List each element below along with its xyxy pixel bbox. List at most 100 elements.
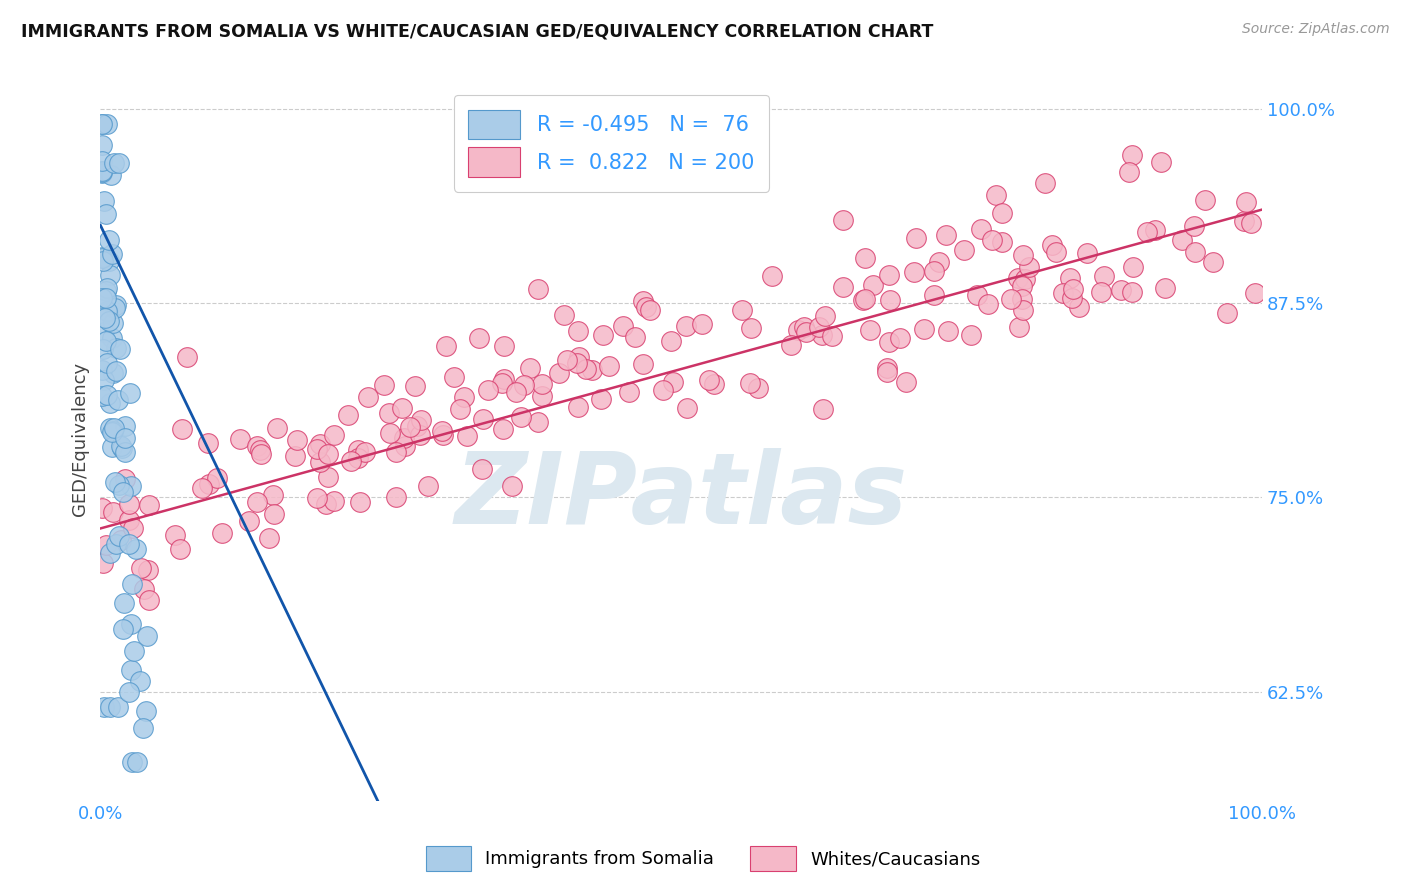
Point	[416, 479, 439, 493]
Point	[198, 477, 221, 491]
Point	[1069, 300, 1091, 314]
Point	[385, 490, 408, 504]
Point	[98, 396, 121, 410]
Point	[238, 514, 260, 528]
Point	[877, 268, 900, 282]
Point	[690, 317, 713, 331]
Point	[135, 629, 157, 643]
Point	[519, 361, 541, 376]
Point	[531, 389, 554, 403]
Point	[138, 498, 160, 512]
Point	[405, 418, 427, 433]
Point	[1008, 320, 1031, 334]
Point	[810, 328, 832, 343]
Point	[103, 505, 125, 519]
Point	[853, 292, 876, 306]
Point	[91, 166, 114, 180]
Point	[229, 433, 252, 447]
Point	[316, 470, 339, 484]
Point	[858, 323, 880, 337]
Point	[94, 538, 117, 552]
Point	[530, 376, 553, 391]
Point	[122, 643, 145, 657]
Point	[97, 313, 120, 327]
Point	[262, 488, 284, 502]
Point	[491, 422, 513, 436]
Point	[108, 156, 131, 170]
Point	[197, 436, 219, 450]
Point	[98, 700, 121, 714]
Point	[877, 335, 900, 350]
Point	[936, 324, 959, 338]
Point	[105, 364, 128, 378]
Point	[953, 243, 976, 257]
Point	[443, 370, 465, 384]
Point	[1012, 248, 1035, 262]
Point	[114, 472, 136, 486]
Point	[731, 302, 754, 317]
Point	[339, 454, 361, 468]
Point	[394, 439, 416, 453]
Point	[100, 168, 122, 182]
Point	[93, 194, 115, 208]
Point	[378, 426, 401, 441]
Point	[1111, 283, 1133, 297]
Point	[449, 401, 471, 416]
Point	[456, 429, 478, 443]
Point	[1194, 193, 1216, 207]
Point	[129, 561, 152, 575]
Point	[780, 338, 803, 352]
Point	[633, 294, 655, 309]
Point	[134, 582, 156, 597]
Point	[307, 442, 329, 456]
Point	[472, 412, 495, 426]
Point	[409, 427, 432, 442]
Point	[1144, 222, 1167, 236]
Text: IMMIGRANTS FROM SOMALIA VS WHITE/CAUCASIAN GED/EQUIVALENCY CORRELATION CHART: IMMIGRANTS FROM SOMALIA VS WHITE/CAUCASI…	[21, 22, 934, 40]
Point	[250, 446, 273, 460]
Point	[1000, 292, 1022, 306]
Point	[1150, 154, 1173, 169]
Point	[1154, 281, 1177, 295]
Point	[852, 293, 875, 307]
Point	[494, 339, 516, 353]
Point	[266, 420, 288, 434]
Point	[651, 383, 673, 397]
Point	[138, 593, 160, 607]
Point	[581, 363, 603, 377]
Point	[110, 533, 132, 548]
Point	[169, 541, 191, 556]
Point	[373, 378, 395, 392]
Point	[924, 288, 946, 302]
Point	[1184, 245, 1206, 260]
Point	[527, 415, 550, 429]
Point	[832, 212, 855, 227]
Point	[114, 445, 136, 459]
Point	[111, 622, 134, 636]
Point	[91, 343, 114, 357]
Point	[104, 298, 127, 312]
Point	[91, 250, 114, 264]
Point	[307, 491, 329, 505]
Point	[322, 493, 344, 508]
Point	[1052, 286, 1074, 301]
Point	[121, 521, 143, 535]
Point	[903, 264, 925, 278]
Point	[981, 233, 1004, 247]
Point	[107, 393, 129, 408]
Point	[97, 253, 120, 268]
Point	[103, 366, 125, 380]
Point	[1062, 282, 1084, 296]
Legend: Immigrants from Somalia, Whites/Caucasians: Immigrants from Somalia, Whites/Caucasia…	[419, 838, 987, 879]
Point	[702, 376, 724, 391]
Point	[103, 421, 125, 435]
Point	[98, 420, 121, 434]
Point	[205, 470, 228, 484]
Point	[107, 529, 129, 543]
Point	[935, 228, 957, 243]
Point	[114, 419, 136, 434]
Point	[118, 386, 141, 401]
Point	[96, 284, 118, 298]
Point	[808, 319, 831, 334]
Point	[811, 402, 834, 417]
